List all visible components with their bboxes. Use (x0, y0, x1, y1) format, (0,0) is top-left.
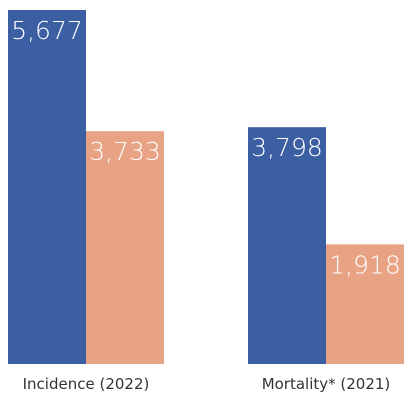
data-labels-group: 5,677 3,733 3,798 1,918 (11, 16, 401, 279)
bar-1-0 (248, 127, 326, 364)
bar-1-1 (326, 244, 404, 364)
category-labels-group: Incidence (2022) Mortality* (2021) (23, 375, 391, 393)
data-label-1-1: 1,918 (329, 250, 401, 279)
bars-group (8, 10, 404, 364)
category-label-1: Mortality* (2021) (262, 375, 391, 393)
category-label-0: Incidence (2022) (23, 375, 150, 393)
bar-0-0 (8, 10, 86, 364)
data-label-1-0: 3,798 (251, 133, 323, 162)
bar-0-1 (86, 131, 164, 364)
data-label-0-1: 3,733 (89, 137, 161, 166)
data-label-0-0: 5,677 (11, 16, 83, 45)
